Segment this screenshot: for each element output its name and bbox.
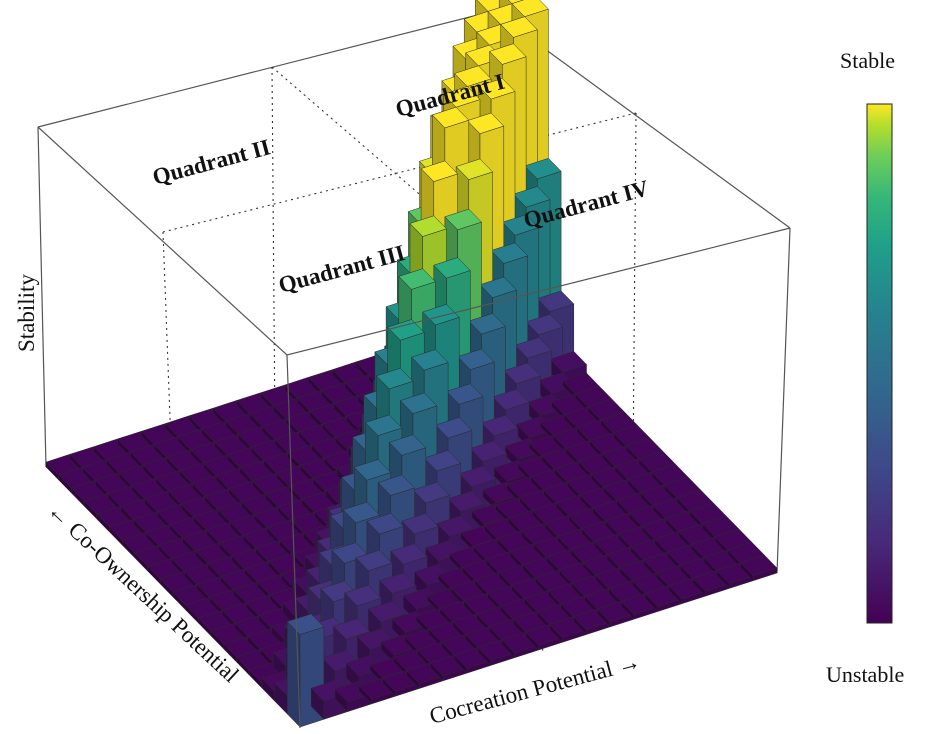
bar-top bbox=[512, 186, 551, 208]
bar-top bbox=[503, 362, 541, 384]
bar-top bbox=[353, 459, 392, 481]
bar-top bbox=[344, 584, 382, 607]
box-back-edge-left bbox=[37, 126, 47, 468]
bar-top bbox=[481, 414, 519, 437]
bar-top bbox=[379, 572, 417, 594]
bar-top bbox=[423, 450, 462, 472]
bar-top bbox=[431, 106, 470, 129]
bar-top bbox=[740, 554, 778, 577]
bar-top bbox=[468, 313, 506, 335]
bar-top bbox=[398, 268, 436, 290]
bar-top bbox=[490, 242, 529, 264]
bar-top bbox=[388, 434, 427, 456]
bar-top bbox=[466, 112, 505, 134]
bar-top bbox=[333, 618, 371, 640]
bar-top bbox=[477, 78, 516, 100]
box-top-back bbox=[37, 10, 791, 229]
bar-top bbox=[511, 0, 549, 17]
plot-box-front bbox=[37, 126, 791, 729]
divider-vert-1 bbox=[162, 231, 178, 605]
bar-top bbox=[479, 276, 517, 298]
bar-top bbox=[514, 337, 552, 359]
bar-top bbox=[367, 601, 406, 623]
bar-top bbox=[457, 348, 495, 370]
bar-top bbox=[458, 465, 497, 488]
bar-top bbox=[489, 43, 527, 65]
bar-top bbox=[536, 290, 575, 312]
colorbar-bottom-label: Unstable bbox=[826, 662, 904, 687]
divider-vert-2 bbox=[271, 66, 276, 433]
z-axis-label: Stability bbox=[14, 274, 39, 352]
bar-top bbox=[524, 158, 562, 180]
bar-top bbox=[422, 304, 460, 326]
bar-surface bbox=[45, 0, 778, 728]
bar-top bbox=[549, 351, 587, 373]
quadrant-3-label: Quadrant III bbox=[276, 240, 408, 298]
bar-top bbox=[401, 513, 439, 535]
bar-top bbox=[399, 392, 438, 414]
bar-top bbox=[376, 367, 414, 390]
box-back-edge-right bbox=[776, 227, 791, 574]
bar-top bbox=[420, 160, 459, 182]
bar-top bbox=[342, 501, 381, 524]
bar-top bbox=[444, 208, 482, 231]
bar-top bbox=[434, 417, 473, 439]
quadrant-2-label: Quadrant II bbox=[150, 134, 273, 189]
bar-top bbox=[446, 383, 484, 405]
bar-top bbox=[366, 513, 404, 535]
colorbar-top-label: Stable bbox=[840, 48, 895, 73]
bar-top bbox=[364, 414, 403, 436]
bar-top bbox=[387, 319, 425, 341]
bar-top bbox=[469, 440, 508, 462]
bar-top bbox=[355, 549, 393, 572]
bar-top bbox=[500, 16, 538, 38]
colorbar bbox=[866, 103, 893, 624]
bar-top bbox=[442, 86, 481, 108]
bar-top bbox=[409, 215, 447, 237]
bar-top bbox=[507, 0, 525, 4]
bar-top bbox=[455, 158, 494, 180]
bar-top bbox=[501, 214, 540, 236]
bar-top bbox=[412, 482, 451, 504]
bar-top bbox=[390, 543, 428, 565]
bar-top bbox=[377, 474, 416, 496]
box-front-edge bbox=[286, 354, 301, 729]
bar-top bbox=[411, 349, 449, 371]
bar-top bbox=[447, 490, 486, 513]
divider-vert-3 bbox=[632, 112, 637, 471]
bar-top bbox=[525, 313, 564, 336]
bar-top bbox=[492, 389, 530, 411]
bar-top bbox=[454, 65, 492, 87]
bar-top bbox=[433, 257, 471, 279]
